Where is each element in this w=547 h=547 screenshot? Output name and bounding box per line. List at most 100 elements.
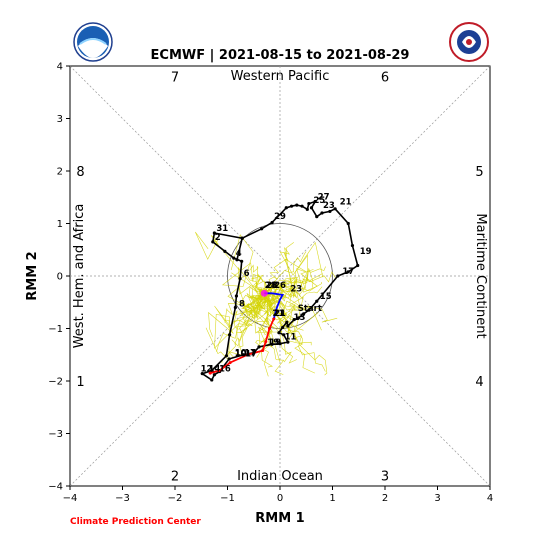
forecast-day-label: 21 [273, 309, 285, 319]
x-tick-label: −4 [63, 493, 78, 504]
observed-day-label: 16 [219, 365, 231, 375]
national-weather-service-logo [449, 22, 489, 62]
observed-point [305, 207, 309, 211]
forecast-day-label: 10 [235, 349, 247, 359]
observed-day-label: 4 [236, 249, 242, 259]
x-tick-label: −3 [115, 493, 130, 504]
observed-point [300, 204, 304, 208]
observed-day-label: Start [298, 304, 322, 314]
observed-point [309, 206, 314, 210]
observed-point [270, 220, 274, 225]
observed-point [285, 320, 289, 324]
observed-day-label: 19 [360, 247, 372, 257]
observed-day-label: 15 [320, 292, 332, 302]
y-tick-label: −3 [48, 429, 63, 440]
observed-point [336, 274, 340, 278]
x-tick-label: 0 [277, 493, 283, 504]
observed-point [346, 270, 350, 274]
observed-day-label: 31 [216, 224, 228, 234]
forecast-day-label: 17 [245, 349, 257, 359]
y-tick-label: 1 [57, 219, 63, 230]
observed-point [212, 231, 216, 235]
observed-point [278, 342, 282, 346]
observed-point [328, 209, 332, 214]
x-tick-label: 3 [434, 493, 440, 504]
ensemble-member-line [258, 293, 275, 377]
observed-point [224, 354, 229, 358]
phase-number: 5 [475, 165, 483, 180]
phase-number: 1 [76, 375, 84, 390]
ensemble-member-line [224, 293, 265, 323]
observed-day-label: 29 [274, 212, 286, 222]
observed-point [240, 259, 244, 263]
observed-day-label: 17 [244, 348, 256, 358]
observed-point [313, 199, 317, 204]
observed-point [307, 201, 311, 206]
observed-day-label: 12 [201, 365, 213, 375]
observed-day-label: 6 [244, 269, 250, 279]
ensemble-member-line [264, 271, 337, 294]
phase-number: 3 [381, 470, 389, 485]
observed-point [315, 215, 319, 219]
x-tick-label: 1 [329, 493, 335, 504]
observed-track [200, 199, 360, 382]
phase-dividers [69, 65, 491, 487]
observed-point [286, 324, 290, 328]
ensemble-member-line [258, 289, 291, 326]
y-tick-label: 4 [57, 62, 63, 73]
forecast-week2-line [209, 318, 275, 374]
observed-point [257, 345, 261, 349]
observed-point [270, 342, 274, 346]
region-top-label: Western Pacific [231, 69, 330, 84]
observed-day-label: 26 [274, 281, 286, 291]
observed-point [307, 308, 311, 312]
ensemble-member-line [238, 291, 266, 348]
observed-point [240, 236, 244, 240]
noaa-logo [73, 22, 113, 62]
observed-point [350, 243, 355, 248]
observed-point [281, 325, 285, 330]
chart-title: ECMWF | 2021-08-15 to 2021-08-29 [151, 48, 410, 63]
observed-day-label: 2 [215, 233, 221, 243]
y-tick-label: −1 [48, 324, 63, 335]
phase-numbers: 7 68 51 42 3 [76, 71, 483, 485]
observed-point [210, 378, 214, 382]
observed-day-label: 14 [209, 365, 221, 375]
observed-day-label: 23 [290, 284, 302, 294]
y-tick-label: 3 [57, 114, 63, 125]
phase-number: 2 [171, 470, 179, 485]
ensemble-member-line [264, 254, 314, 294]
observed-point [211, 240, 215, 244]
ensemble-members [195, 231, 338, 377]
phase-number: 4 [475, 375, 483, 390]
ensemble-member-line [246, 284, 273, 334]
observed-day-label: 28 [266, 281, 278, 291]
observed-point [233, 305, 237, 310]
observed-point [333, 207, 337, 211]
region-right-label: Maritime Continent [473, 213, 488, 338]
observed-point [200, 372, 204, 376]
y-tick-label: −2 [48, 377, 63, 388]
credit-label: Climate Prediction Center [70, 517, 201, 527]
observed-day-label: 17 [342, 267, 354, 277]
ensemble-member-line [264, 293, 299, 343]
ensemble-member-line [264, 293, 316, 374]
observed-point [238, 277, 242, 281]
observed-point [260, 227, 264, 231]
observed-point [296, 316, 300, 320]
observed-point [356, 263, 360, 268]
ensemble-member-line [208, 293, 265, 337]
observed-day-label: 11 [285, 333, 297, 343]
observed-point [295, 203, 299, 207]
observed-day-label: 25 [314, 196, 326, 206]
phase-number: 8 [76, 165, 84, 180]
ensemble-member-line [224, 293, 266, 328]
observed-point [234, 294, 239, 298]
observed-point [315, 299, 319, 303]
observed-point [227, 357, 231, 361]
observed-day-label: 13 [294, 313, 306, 323]
region-bottom-label: Indian Ocean [237, 469, 323, 484]
ensemble-member-line [264, 242, 294, 296]
x-axis-label: RMM 1 [255, 511, 304, 526]
forecast-track [208, 289, 285, 375]
